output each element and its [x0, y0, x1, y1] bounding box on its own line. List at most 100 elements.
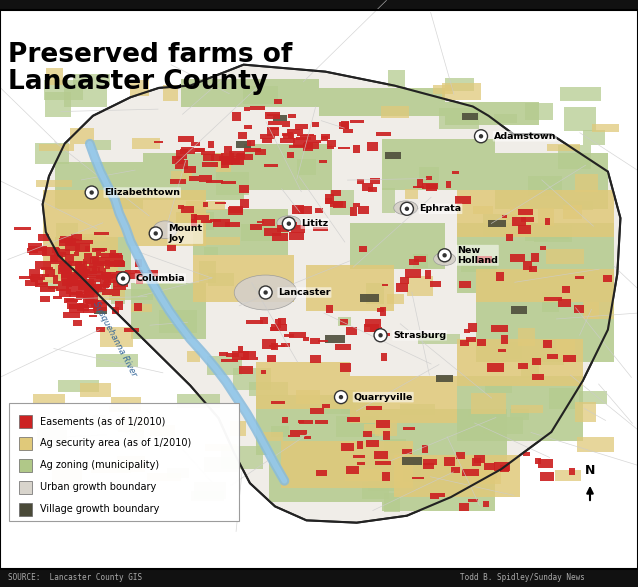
- Bar: [241, 224, 273, 241]
- Bar: [131, 139, 160, 150]
- Bar: [262, 432, 283, 441]
- Bar: [296, 137, 311, 140]
- Bar: [91, 304, 101, 308]
- Bar: [191, 214, 197, 221]
- Bar: [238, 346, 243, 353]
- Ellipse shape: [434, 252, 456, 265]
- Bar: [426, 184, 437, 191]
- Bar: [93, 302, 107, 311]
- Bar: [44, 80, 83, 100]
- Bar: [56, 223, 78, 239]
- Bar: [204, 247, 218, 255]
- Bar: [583, 302, 599, 319]
- Bar: [201, 220, 212, 224]
- Bar: [211, 154, 223, 161]
- Bar: [239, 185, 249, 193]
- Bar: [85, 275, 100, 278]
- Bar: [244, 124, 252, 129]
- Text: Adamstown: Adamstown: [494, 131, 556, 141]
- Bar: [339, 122, 350, 129]
- Bar: [272, 232, 288, 241]
- Bar: [87, 285, 99, 294]
- Bar: [538, 459, 553, 468]
- Bar: [109, 406, 130, 412]
- Bar: [380, 308, 385, 316]
- Bar: [199, 176, 212, 182]
- Bar: [326, 305, 333, 313]
- Bar: [264, 228, 281, 235]
- Bar: [463, 469, 479, 476]
- Bar: [74, 269, 90, 274]
- Bar: [305, 140, 321, 143]
- Bar: [59, 268, 73, 270]
- Bar: [118, 274, 124, 283]
- Bar: [194, 215, 209, 220]
- Bar: [232, 352, 249, 360]
- Bar: [419, 335, 461, 344]
- Bar: [592, 124, 619, 131]
- Bar: [402, 457, 422, 465]
- Bar: [113, 280, 128, 287]
- Bar: [368, 481, 399, 491]
- Bar: [172, 156, 184, 164]
- Bar: [271, 400, 285, 404]
- Bar: [181, 147, 195, 151]
- Text: Easements (as of 1/2010): Easements (as of 1/2010): [40, 416, 165, 426]
- Bar: [202, 151, 215, 154]
- Bar: [80, 270, 87, 278]
- Bar: [219, 352, 228, 356]
- Bar: [547, 355, 558, 359]
- Circle shape: [283, 217, 295, 230]
- Bar: [330, 190, 341, 196]
- Bar: [184, 166, 197, 173]
- Bar: [117, 460, 137, 468]
- Bar: [39, 144, 74, 151]
- Bar: [473, 206, 493, 214]
- Bar: [137, 272, 151, 275]
- Bar: [426, 176, 432, 180]
- Bar: [111, 281, 125, 304]
- Bar: [582, 130, 604, 144]
- Bar: [531, 375, 544, 380]
- Bar: [451, 467, 460, 473]
- Bar: [77, 305, 89, 311]
- Bar: [96, 275, 113, 279]
- Bar: [199, 261, 216, 283]
- Bar: [57, 380, 99, 392]
- Bar: [82, 268, 87, 273]
- Bar: [221, 359, 238, 362]
- Bar: [267, 122, 281, 125]
- Bar: [322, 404, 330, 408]
- Text: Elizabethtown: Elizabethtown: [104, 188, 180, 197]
- Bar: [518, 209, 533, 215]
- Polygon shape: [43, 65, 620, 522]
- Bar: [75, 243, 90, 252]
- Circle shape: [404, 207, 409, 211]
- Bar: [68, 261, 82, 266]
- Bar: [362, 183, 373, 191]
- Bar: [92, 267, 100, 273]
- Bar: [225, 158, 240, 164]
- Bar: [518, 363, 528, 369]
- Bar: [207, 356, 242, 375]
- Bar: [382, 188, 396, 212]
- Bar: [66, 243, 77, 246]
- Bar: [579, 391, 607, 404]
- Bar: [40, 280, 66, 291]
- Bar: [544, 297, 562, 301]
- Bar: [524, 103, 553, 120]
- Text: Ag zoning (municipality): Ag zoning (municipality): [40, 460, 159, 470]
- Bar: [94, 232, 108, 235]
- Bar: [298, 206, 311, 214]
- Bar: [221, 446, 262, 469]
- Bar: [65, 242, 80, 251]
- Bar: [181, 206, 194, 213]
- Bar: [359, 246, 367, 252]
- Bar: [19, 276, 34, 279]
- Bar: [382, 472, 390, 481]
- Bar: [154, 141, 163, 143]
- Bar: [584, 302, 614, 319]
- Bar: [558, 299, 572, 307]
- Bar: [73, 320, 82, 326]
- Text: Lancaster: Lancaster: [278, 288, 330, 297]
